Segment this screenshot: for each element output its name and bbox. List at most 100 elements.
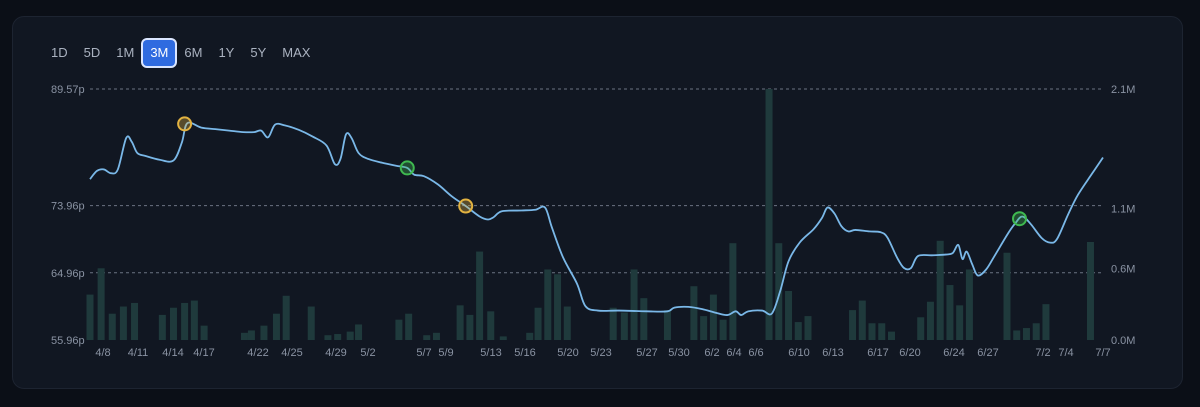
volume-bar <box>663 310 671 340</box>
volume-bar <box>158 314 166 340</box>
yellow-event-marker[interactable] <box>458 198 474 214</box>
price-series-line <box>89 121 1104 316</box>
range-3m-button[interactable]: 3M <box>143 40 176 66</box>
date-tick-label: 5/16 <box>514 347 535 359</box>
date-tick-label: 4/11 <box>128 347 149 359</box>
volume-bar <box>630 269 638 340</box>
range-6m-button[interactable]: 6M <box>177 40 209 66</box>
date-tick-label: 4/17 <box>193 347 214 359</box>
range-5y-button[interactable]: 5Y <box>243 40 273 66</box>
volume-bar <box>272 313 280 340</box>
volume-bar <box>97 268 105 340</box>
date-tick-label: 5/9 <box>438 347 453 359</box>
volume-bar <box>709 294 717 340</box>
volume-bar <box>260 325 268 340</box>
volume-bars <box>86 89 1094 340</box>
grid-lines <box>90 88 1103 274</box>
volume-bar <box>700 316 708 340</box>
date-tick-label: 5/2 <box>360 347 375 359</box>
volume-bar <box>247 330 255 340</box>
date-tick-label: 6/20 <box>899 347 920 359</box>
volume-bar <box>858 300 866 340</box>
volume-bar <box>526 332 534 340</box>
volume-bar <box>1013 330 1021 340</box>
volume-bar <box>169 307 177 340</box>
volume-bar <box>355 324 363 340</box>
volume-bar <box>456 305 464 340</box>
volume-bar <box>765 89 773 340</box>
volume-bar <box>499 336 507 340</box>
volume-tick-label: 0.6M <box>1111 263 1135 275</box>
range-max-button[interactable]: MAX <box>275 40 317 66</box>
volume-bar <box>108 313 116 340</box>
green-event-marker[interactable] <box>399 160 415 176</box>
volume-bar <box>794 322 802 340</box>
volume-bar <box>240 332 248 340</box>
date-tick-label: 6/24 <box>943 347 964 359</box>
volume-bar <box>775 243 783 340</box>
date-tick-label: 4/29 <box>325 347 346 359</box>
volume-bar <box>640 298 648 340</box>
volume-bar <box>804 316 812 340</box>
volume-bar <box>307 306 315 340</box>
volume-bar <box>423 335 431 340</box>
volume-bar <box>346 331 354 340</box>
date-tick-label: 4/25 <box>281 347 302 359</box>
price-tick-label: 73.96p <box>51 201 85 213</box>
volume-axis: 2.1M 1.1M 0.6M 0.0M <box>1111 84 1135 347</box>
volume-bar <box>334 334 342 340</box>
volume-bar <box>200 325 208 340</box>
volume-bar <box>563 306 571 340</box>
volume-bar <box>878 323 886 340</box>
volume-bar <box>620 312 628 340</box>
volume-bar <box>119 306 127 340</box>
price-line <box>89 121 1104 316</box>
volume-bar <box>1032 323 1040 340</box>
date-tick-label: 6/10 <box>788 347 809 359</box>
volume-tick-label: 2.1M <box>1111 84 1135 96</box>
volume-bar <box>690 286 698 340</box>
price-tick-label: 89.57p <box>51 84 85 96</box>
range-1d-button[interactable]: 1D <box>44 40 75 66</box>
date-tick-label: 6/2 <box>704 347 719 359</box>
volume-bar <box>395 319 403 340</box>
volume-bar <box>405 313 413 340</box>
volume-bar <box>432 332 440 340</box>
date-tick-label: 6/13 <box>822 347 843 359</box>
volume-bar <box>544 269 552 340</box>
date-tick-label: 7/7 <box>1095 347 1110 359</box>
date-tick-label: 4/14 <box>162 347 183 359</box>
volume-bar <box>868 323 876 340</box>
range-5d-button[interactable]: 5D <box>77 40 108 66</box>
date-axis: 4/8 4/11 4/14 4/17 4/22 4/25 4/29 5/2 5/7 5/9 5/13… <box>95 347 1110 359</box>
price-tick-label: 55.96p <box>51 335 85 347</box>
volume-bar <box>965 269 973 340</box>
volume-bar <box>487 311 495 340</box>
volume-bar <box>917 317 925 340</box>
date-tick-label: 6/27 <box>977 347 998 359</box>
volume-bar <box>86 294 94 340</box>
volume-bar <box>849 310 857 340</box>
volume-bar <box>926 301 934 340</box>
price-tick-label: 64.96p <box>51 268 85 280</box>
volume-bar <box>554 274 562 340</box>
date-tick-label: 6/4 <box>726 347 741 359</box>
volume-bar <box>956 305 964 340</box>
range-1m-button[interactable]: 1M <box>109 40 141 66</box>
volume-bar <box>609 307 617 340</box>
date-tick-label: 5/23 <box>590 347 611 359</box>
volume-bar <box>282 295 290 340</box>
yellow-event-marker[interactable] <box>177 116 193 132</box>
date-tick-label: 5/20 <box>557 347 578 359</box>
volume-bar <box>181 302 189 340</box>
date-tick-label: 6/6 <box>748 347 763 359</box>
volume-bar <box>785 290 793 340</box>
volume-bar <box>719 319 727 340</box>
range-1y-button[interactable]: 1Y <box>211 40 241 66</box>
volume-bar <box>887 331 895 340</box>
green-event-marker[interactable] <box>1012 211 1028 227</box>
date-tick-label: 5/30 <box>668 347 689 359</box>
volume-bar <box>936 240 944 340</box>
volume-bar <box>476 251 484 340</box>
